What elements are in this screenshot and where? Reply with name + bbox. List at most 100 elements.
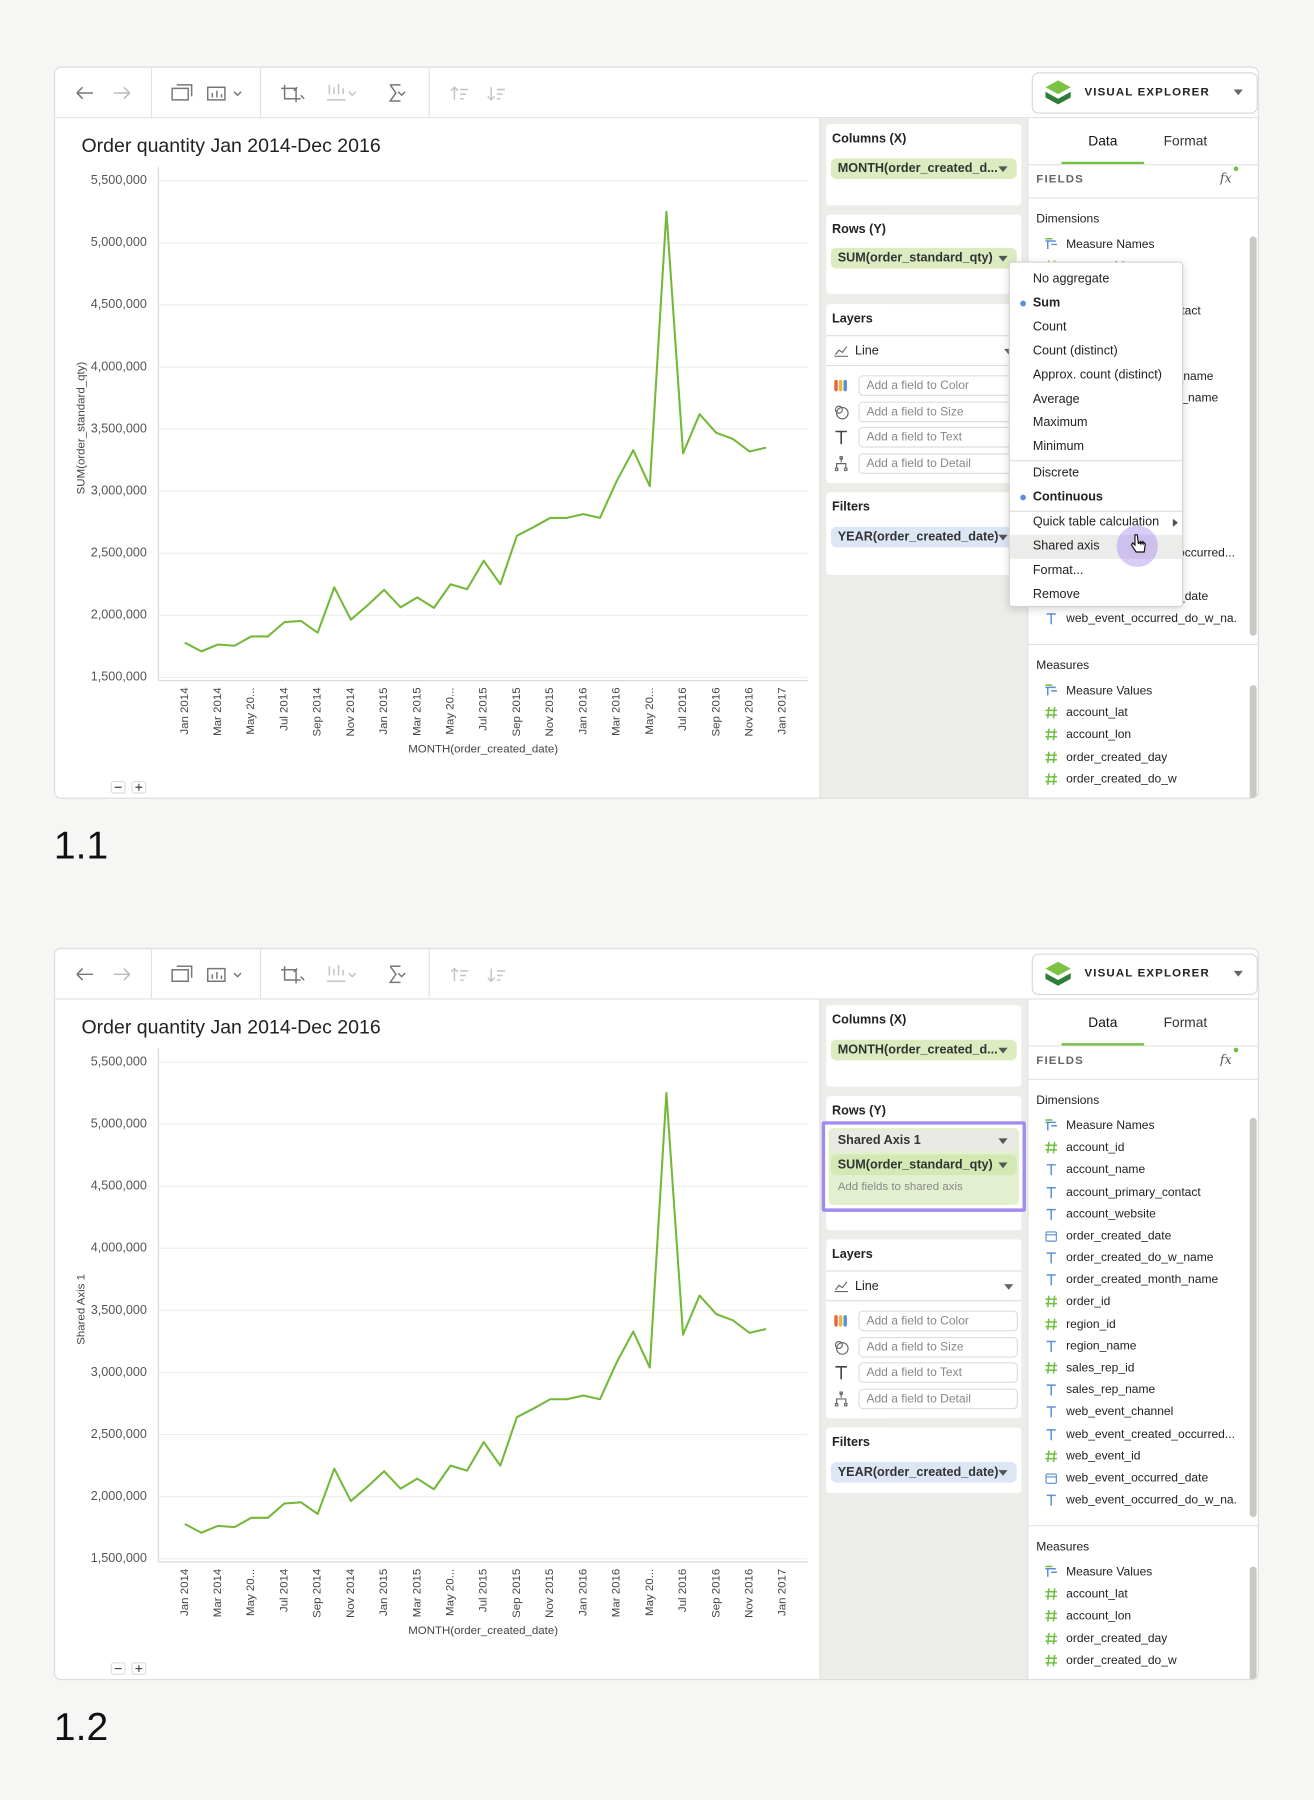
icon-stroke xyxy=(1052,1318,1056,1330)
rows-pill[interactable]: SUM(order_standard_qty) xyxy=(830,1154,1017,1176)
filter-pill[interactable]: YEAR(order_created_date) xyxy=(830,1462,1017,1483)
dimension-field[interactable]: account_website xyxy=(1066,1206,1156,1221)
dimension-field[interactable]: web_event_channel xyxy=(1066,1405,1174,1419)
dimension-field[interactable]: web_event_id xyxy=(1066,1449,1141,1463)
menu-item[interactable]: Continuous xyxy=(1010,485,1182,509)
field-icon xyxy=(1045,1610,1057,1623)
menu-item[interactable]: Average xyxy=(1010,387,1182,411)
encoding-input[interactable]: Add a field to Color xyxy=(858,375,1018,396)
dimension-field[interactable]: sales_rep_name xyxy=(1066,1383,1156,1397)
tab[interactable]: Format xyxy=(1163,1014,1208,1031)
measure-field[interactable]: account_lat xyxy=(1066,705,1128,720)
menu-item-label: Remove xyxy=(1032,587,1080,601)
tab[interactable]: Data xyxy=(1061,1000,1145,1046)
x-tick-label: Jan 2017 xyxy=(777,1569,789,1616)
measure-field[interactable]: order_created_do_w xyxy=(1066,772,1177,786)
columns-pill[interactable]: MONTH(order_created_d... xyxy=(830,158,1017,180)
y-tick-label: 4,500,000 xyxy=(91,297,147,311)
dimension-field[interactable]: Measure Names xyxy=(1066,1118,1155,1133)
icon-stroke xyxy=(1052,751,1056,763)
product-switcher[interactable]: VISUAL EXPLORER xyxy=(1031,953,1258,995)
encoding-input[interactable]: Add a field to Color xyxy=(858,1310,1018,1332)
measure-field[interactable]: order_created_do_w xyxy=(1066,1653,1177,1668)
toolbar-icons xyxy=(76,949,505,1000)
product-name: VISUAL EXPLORER xyxy=(1084,86,1210,99)
menu-item[interactable]: Minimum xyxy=(1010,435,1182,459)
dimension-field[interactable]: region_id xyxy=(1066,1316,1116,1331)
measure-field[interactable]: order_created_day xyxy=(1066,1631,1168,1646)
tab[interactable]: Data xyxy=(1061,118,1145,165)
measures-scrollbar xyxy=(1249,685,1257,798)
menu-item[interactable]: Quick table calculation xyxy=(1010,511,1182,535)
layer-type: Line xyxy=(854,1279,879,1294)
dimension-field[interactable]: Measure Names xyxy=(1066,237,1155,252)
dimension-field[interactable]: account_id xyxy=(1066,1140,1125,1155)
measure-field[interactable]: account_lon xyxy=(1066,727,1132,742)
menu-item[interactable]: Shared axis xyxy=(1009,534,1183,559)
toolbar-icon xyxy=(281,966,305,984)
measure-field[interactable]: account_lon xyxy=(1066,1609,1132,1624)
measure-field[interactable]: account_lat xyxy=(1066,1587,1128,1602)
encoding-icon xyxy=(834,1315,847,1327)
formula-button[interactable]: fx xyxy=(1219,170,1232,186)
cursor xyxy=(1130,534,1146,553)
dimension-field[interactable]: order_id xyxy=(1066,1294,1111,1309)
encoding-input[interactable]: Add a field to Text xyxy=(858,1362,1018,1384)
y-tick-label: 2,500,000 xyxy=(91,1427,147,1441)
encoding-icon xyxy=(834,456,848,472)
y-tick-label: 2,500,000 xyxy=(91,546,147,560)
menu-item[interactable]: No aggregate xyxy=(1010,267,1182,291)
dimension-field[interactable]: web_event_occurred_date xyxy=(1066,1471,1209,1485)
x-tick-label: Mar 2016 xyxy=(611,687,623,735)
encoding-input[interactable]: Add a field to Detail xyxy=(858,453,1018,475)
dimension-field[interactable]: order_created_do_w_name xyxy=(1066,1250,1214,1265)
icon-stroke xyxy=(1052,1362,1056,1374)
menu-item[interactable]: Maximum xyxy=(1010,411,1182,435)
dimension-field[interactable]: account_name xyxy=(1066,1162,1146,1177)
x-tick-label: Mar 2016 xyxy=(611,1569,623,1617)
dimension-field[interactable]: order_created_date xyxy=(1066,1228,1172,1243)
section-label: 1.2 xyxy=(53,1705,109,1749)
menu-item[interactable]: Sum xyxy=(1010,291,1182,315)
formula-plus xyxy=(1233,166,1239,171)
dimension-field[interactable]: sales_rep_id xyxy=(1066,1361,1135,1375)
encoding-input[interactable]: Add a field to Detail xyxy=(858,1388,1018,1410)
icon-stroke xyxy=(1052,1588,1056,1601)
field-icon xyxy=(1046,1274,1056,1286)
menu-item[interactable]: Approx. count (distinct) xyxy=(1010,363,1182,387)
dimension-field[interactable]: web_event_created_occurred... xyxy=(1066,1427,1235,1441)
x-tick-label: Jul 2016 xyxy=(677,1569,689,1612)
menu-item[interactable]: Remove xyxy=(1010,583,1182,606)
measure-field[interactable]: Measure Values xyxy=(1066,1565,1153,1580)
columns-pill[interactable]: MONTH(order_created_d... xyxy=(830,1039,1017,1061)
dimension-field[interactable]: region_name xyxy=(1066,1339,1137,1353)
layer-type-dropdown[interactable]: Line xyxy=(826,1270,1022,1302)
layer-type-dropdown[interactable]: Line xyxy=(826,335,1022,367)
filter-pill[interactable]: YEAR(order_created_date) xyxy=(830,526,1017,548)
encoding-input[interactable]: Add a field to Size xyxy=(858,401,1018,422)
tab[interactable]: Format xyxy=(1163,133,1208,150)
dimension-field[interactable]: web_event_occurred_do_w_na... xyxy=(1066,611,1239,626)
product-switcher[interactable]: VISUAL EXPLORER xyxy=(1031,72,1258,114)
icon-stroke xyxy=(1047,1654,1050,1667)
dimension-field[interactable]: web_event_occurred_do_w_na... xyxy=(1066,1493,1239,1507)
dimension-field[interactable]: account_primary_contact xyxy=(1066,1184,1201,1199)
toolbar-icon xyxy=(171,965,193,982)
menu-item[interactable]: Format... xyxy=(1010,559,1182,583)
menu-item[interactable]: Count (distinct) xyxy=(1010,339,1182,363)
encoding-input[interactable]: Add a field to Text xyxy=(858,427,1018,449)
toolbar-icon xyxy=(388,84,406,102)
menu-item[interactable]: Discrete xyxy=(1010,461,1182,485)
shared-axis-pill[interactable]: Shared Axis 1 xyxy=(830,1130,1017,1152)
icon-stroke xyxy=(1047,1141,1050,1154)
encoding-input[interactable]: Add a field to Size xyxy=(858,1336,1018,1358)
menu-item-label: Quick table calculation xyxy=(1032,515,1160,530)
measure-field[interactable]: order_created_day xyxy=(1066,749,1168,764)
x-tick-label: Nov 2016 xyxy=(743,687,755,736)
rows-pill[interactable]: SUM(order_standard_qty) xyxy=(830,247,1017,269)
dimension-field[interactable]: order_created_month_name xyxy=(1066,1272,1219,1287)
formula-button[interactable]: fx xyxy=(1219,1052,1232,1068)
menu-item[interactable]: Count xyxy=(1010,315,1182,339)
x-tick-label: Mar 2015 xyxy=(411,687,423,735)
measure-field[interactable]: Measure Values xyxy=(1066,683,1153,698)
